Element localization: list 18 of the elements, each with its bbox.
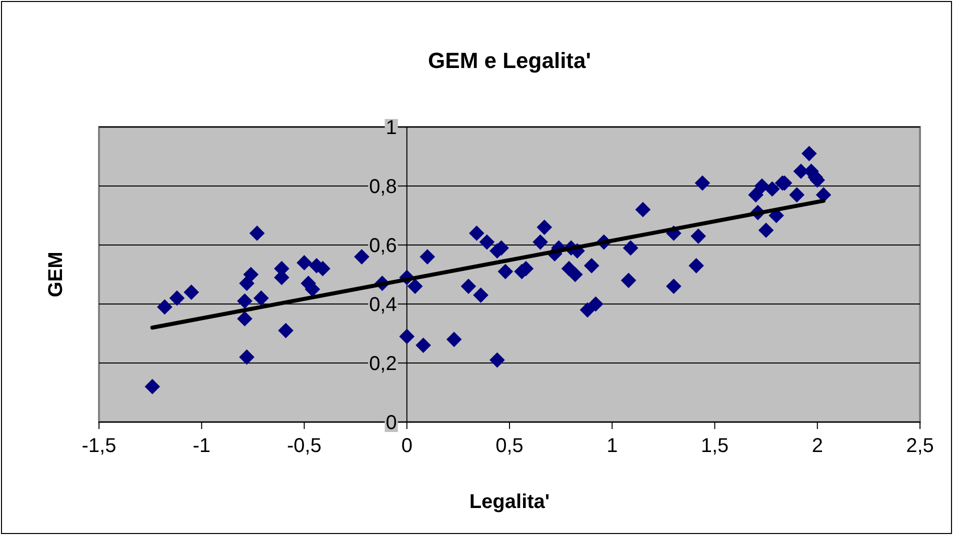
chart-title: GEM e Legalita' bbox=[428, 48, 591, 73]
y-tick-label: 0,4 bbox=[369, 294, 397, 316]
x-tick-label: 2,5 bbox=[906, 435, 934, 457]
x-tick-label: -1 bbox=[192, 435, 211, 457]
x-tick-label: -0,5 bbox=[287, 435, 322, 457]
y-tick-label: 0 bbox=[386, 412, 397, 434]
x-axis-title: Legalita' bbox=[469, 491, 550, 513]
y-tick-label: 0,6 bbox=[369, 235, 397, 257]
y-tick-label: 0,2 bbox=[369, 353, 397, 375]
x-tick-label: 1 bbox=[606, 435, 618, 457]
x-tick-label: 2 bbox=[812, 435, 823, 457]
x-tick-label: 0 bbox=[401, 435, 412, 457]
y-tick-label: 0,8 bbox=[369, 176, 397, 198]
x-tick-label: 1,5 bbox=[700, 435, 729, 457]
x-tick-label: 0,5 bbox=[496, 435, 524, 457]
x-tick-label: -1,5 bbox=[82, 435, 116, 457]
y-tick-label: 1 bbox=[386, 117, 397, 139]
y-axis-title: GEM bbox=[45, 252, 67, 298]
